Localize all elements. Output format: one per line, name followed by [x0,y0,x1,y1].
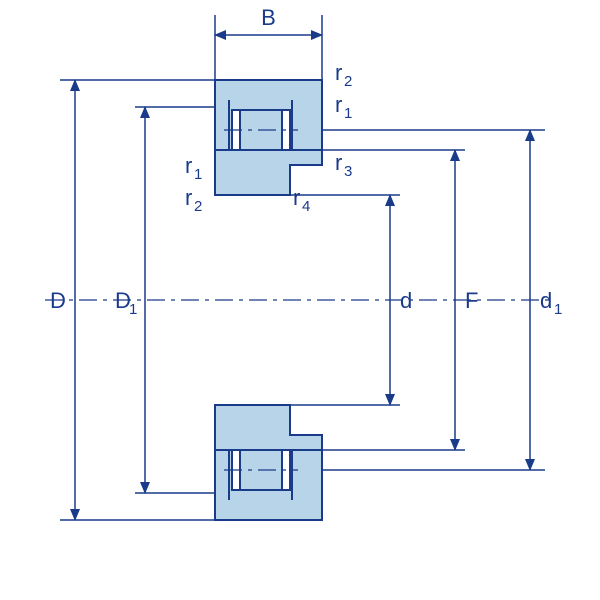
label-r2_top: r [335,60,342,85]
bearing-diagram: BDD1dFd1r2r1r1r2r3r4 [45,5,562,520]
svg-text:1: 1 [129,301,137,318]
label-r3: r [335,150,342,175]
label-r1_left: r [185,153,192,178]
svg-text:1: 1 [344,105,352,122]
inner-ring-top [215,150,322,195]
dim-D: D [50,288,66,313]
dim-B: B [261,5,276,30]
dim-d1: d [540,288,552,313]
svg-text:2: 2 [194,198,202,215]
svg-text:4: 4 [302,198,310,215]
inner-ring-bot [215,405,322,450]
svg-text:3: 3 [344,163,352,180]
dim-d: d [400,288,412,313]
svg-text:1: 1 [554,301,562,318]
svg-text:2: 2 [344,73,352,90]
label-r2_left: r [185,185,192,210]
label-r4: r [293,185,300,210]
label-r1_top: r [335,92,342,117]
svg-text:1: 1 [194,166,202,183]
dim-F: F [465,288,478,313]
